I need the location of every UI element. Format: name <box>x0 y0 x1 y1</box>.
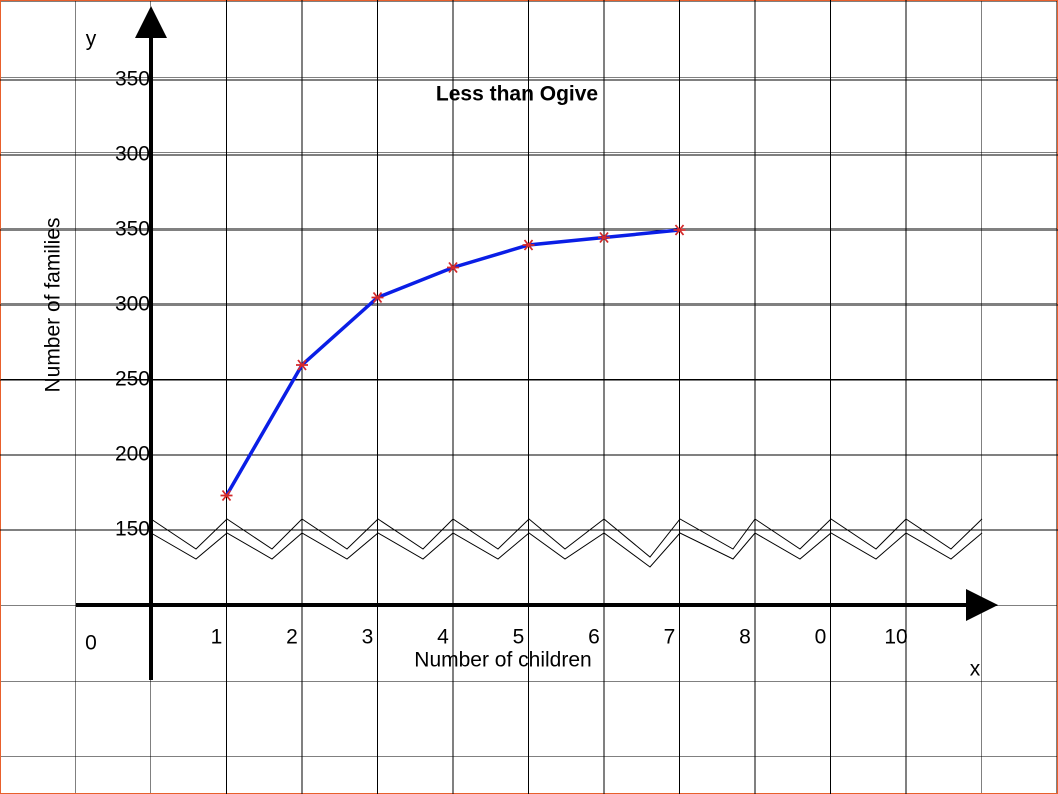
y-tick-label: 250 <box>115 368 150 391</box>
origin-label: 0 <box>85 632 97 655</box>
x-axis-name: x <box>970 658 981 681</box>
point <box>673 224 686 236</box>
y-tick-label: 200 <box>115 443 150 466</box>
chart-title: Less than Ogive <box>436 83 598 106</box>
point <box>296 359 308 371</box>
y-tick-label: 300 <box>115 143 150 166</box>
x-tick-label: 6 <box>588 626 600 649</box>
y-axis-name: y <box>86 28 97 51</box>
point <box>598 231 610 244</box>
x-axis-label: Number of children <box>414 649 591 672</box>
axis-break <box>150 518 983 568</box>
x-tick-label: 0 <box>815 626 827 649</box>
y-tick-label: 350 <box>115 68 150 91</box>
y-tick-label: 150 <box>115 518 150 541</box>
point <box>220 489 233 502</box>
point <box>447 261 459 274</box>
x-tick-label: 2 <box>286 626 298 649</box>
point <box>522 239 535 251</box>
x-tick-label: 4 <box>437 626 449 649</box>
point <box>371 291 384 304</box>
y-tick-label: 300 <box>115 293 150 316</box>
y-tick-label: 350 <box>115 218 150 241</box>
x-tick-label: 3 <box>362 626 374 649</box>
x-tick-label: 1 <box>211 626 223 649</box>
x-tick-label: 5 <box>513 626 525 649</box>
x-tick-label: 7 <box>664 626 676 649</box>
x-tick-label: 10 <box>884 626 907 649</box>
x-tick-label: 8 <box>739 626 751 649</box>
